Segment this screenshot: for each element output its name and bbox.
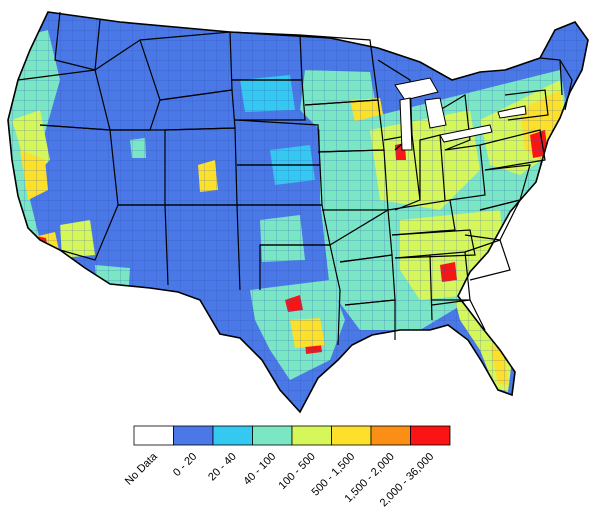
legend-label: 20 - 40 bbox=[206, 451, 239, 484]
county-grid-texture bbox=[8, 12, 588, 412]
legend-label: 0 - 20 bbox=[171, 451, 199, 479]
lake-erie bbox=[439, 124, 493, 143]
great-lakes bbox=[394, 77, 527, 151]
legend-swatch bbox=[212, 425, 253, 446]
legend-swatch bbox=[291, 425, 332, 446]
county-fills bbox=[8, 12, 588, 412]
us-county-choropleth-map bbox=[7, 11, 589, 413]
legend: No Data 0 - 20 20 - 40 40 - 100 100 - 500 500… bbox=[0, 420, 600, 522]
legend-swatch bbox=[133, 425, 174, 446]
legend-label: 100 - 500 bbox=[277, 451, 318, 492]
legend-swatch bbox=[331, 425, 372, 446]
lake-ontario bbox=[497, 105, 527, 119]
legend-swatch bbox=[370, 425, 411, 446]
lake-michigan bbox=[399, 97, 413, 151]
lake-superior bbox=[394, 77, 439, 101]
map-canvas bbox=[7, 11, 589, 413]
state-borders bbox=[7, 11, 589, 413]
legend-swatch bbox=[252, 425, 293, 446]
lake-huron bbox=[424, 97, 447, 129]
legend-label: No Data bbox=[123, 450, 161, 488]
legend-swatch bbox=[410, 425, 451, 446]
legend-label: 40 - 100 bbox=[241, 451, 278, 488]
legend-swatch bbox=[173, 425, 214, 446]
